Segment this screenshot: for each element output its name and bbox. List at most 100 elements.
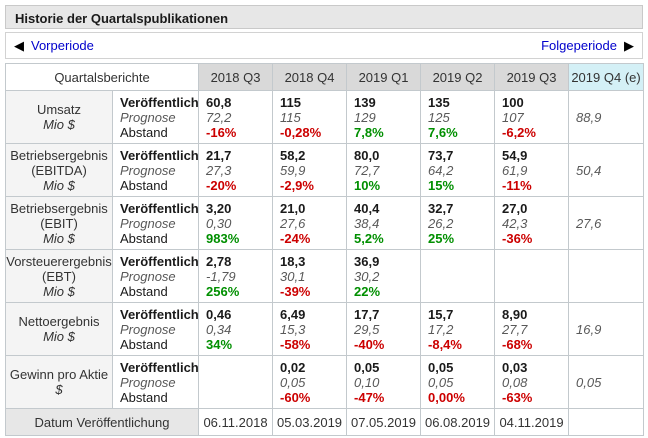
published-value: 2,78 <box>206 253 232 269</box>
value-cell: 139 129 7,8% <box>346 90 422 144</box>
quarterly-table: Quartalsberichte 2018 Q3 2018 Q4 2019 Q1 201… <box>4 63 645 436</box>
forecast-value: 30,2 <box>354 268 380 284</box>
prev-period-label: Vorperiode <box>31 38 94 53</box>
forecast-value: 27,7 <box>502 321 528 337</box>
metric-label-cell: Vorsteuerergebnis (EBT) Mio $ <box>5 249 113 303</box>
prev-period-link[interactable]: ◀ Vorperiode <box>14 38 94 53</box>
gap-row-label: Abstand <box>120 124 168 140</box>
metric-label-cell: Betriebsergebnis (EBIT) Mio $ <box>5 196 113 250</box>
published-value: 100 <box>502 94 524 110</box>
published-value <box>495 254 568 269</box>
forecast-value: 27,6 <box>280 215 306 231</box>
published-value <box>569 307 643 322</box>
publication-date: 05.03.2019 <box>272 408 348 436</box>
value-cell: 15,7 17,2 -8,4% <box>420 302 496 356</box>
value-cell: 2,78 -1,79 256% <box>198 249 274 303</box>
published-value <box>569 95 643 110</box>
gap-value: 25% <box>428 230 455 246</box>
forecast-value: 50,4 <box>576 162 602 178</box>
value-cell: 73,7 64,2 15% <box>420 143 496 197</box>
publication-date: 04.11.2019 <box>494 408 570 436</box>
gap-row-label: Abstand <box>120 336 168 352</box>
gap-value: 983% <box>206 230 240 246</box>
gap-value: 5,2% <box>354 230 384 246</box>
metric-unit: Mio $ <box>43 283 75 299</box>
value-cell: 36,9 30,2 22% <box>346 249 422 303</box>
arrow-left-icon: ◀ <box>14 38 24 53</box>
forecast-value: 0,05 <box>576 374 602 390</box>
published-row-label: Veröffentlicht <box>120 359 199 375</box>
forecast-value: 38,4 <box>354 215 380 231</box>
sublabel-cell: Veröffentlicht Prognose Abstand <box>111 143 200 197</box>
gap-value: 7,8% <box>354 124 384 140</box>
gap-value: -36% <box>502 230 533 246</box>
publication-date: 06.11.2018 <box>198 408 274 436</box>
published-value: 58,2 <box>280 147 306 163</box>
published-value: 36,9 <box>354 253 380 269</box>
publication-date <box>568 408 645 436</box>
corner-header: Quartalsberichte <box>4 63 200 91</box>
value-cell: 88,9 <box>568 90 645 144</box>
sublabel-cell: Veröffentlicht Prognose Abstand <box>111 355 200 409</box>
period-nav: ◀ Vorperiode Folgeperiode ▶ <box>5 32 643 59</box>
gap-value <box>569 390 643 405</box>
published-value: 8,90 <box>502 306 528 322</box>
metric-row: Betriebsergebnis (EBITDA) Mio $ Veröffentl… <box>5 143 645 197</box>
sublabel-cell: Veröffentlicht Prognose Abstand <box>111 196 200 250</box>
published-value: 0,02 <box>280 359 306 375</box>
metric-name: Umsatz <box>36 102 82 117</box>
forecast-value: 30,1 <box>280 268 306 284</box>
column-header-3: 2019 Q1 <box>346 63 422 91</box>
value-cell: 16,9 <box>568 302 645 356</box>
value-cell: 6,49 15,3 -58% <box>272 302 348 356</box>
table-header-row: Quartalsberichte 2018 Q3 2018 Q4 2019 Q1 201… <box>4 63 645 91</box>
published-value: 17,7 <box>354 306 380 322</box>
published-value: 135 <box>428 94 450 110</box>
sublabel-cell: Veröffentlicht Prognose Abstand <box>111 249 200 303</box>
forecast-value <box>495 269 568 284</box>
value-cell: 32,7 26,2 25% <box>420 196 496 250</box>
gap-row-label: Abstand <box>120 283 168 299</box>
gap-value <box>421 284 494 299</box>
published-value: 139 <box>354 94 376 110</box>
value-cell: 0,03 0,08 -63% <box>494 355 570 409</box>
gap-value: 10% <box>354 177 381 193</box>
published-value: 6,49 <box>280 306 306 322</box>
metric-label-cell: Nettoergebnis Mio $ <box>5 302 113 356</box>
forecast-row-label: Prognose <box>120 215 176 231</box>
metric-label-cell: Umsatz Mio $ <box>5 90 113 144</box>
column-header-6: 2019 Q4 (e) <box>568 63 645 91</box>
sublabel-cell: Veröffentlicht Prognose Abstand <box>111 302 200 356</box>
published-row-label: Veröffentlicht <box>120 94 199 110</box>
published-value: 73,7 <box>428 147 454 163</box>
published-value <box>199 360 272 375</box>
value-cell: 27,6 <box>568 196 645 250</box>
gap-row-label: Abstand <box>120 230 168 246</box>
next-period-link[interactable]: Folgeperiode ▶ <box>541 38 634 53</box>
published-value <box>569 360 643 375</box>
gap-value: -58% <box>280 336 311 352</box>
forecast-value: 59,9 <box>280 162 306 178</box>
publication-date-label: Datum Veröffentlichung <box>4 408 200 436</box>
arrow-right-icon: ▶ <box>624 38 634 53</box>
forecast-value: 64,2 <box>428 162 454 178</box>
forecast-row-label: Prognose <box>120 109 176 125</box>
metric-name: Vorsteuerergebnis (EBT) <box>6 253 112 284</box>
value-cell: 58,2 59,9 -2,9% <box>272 143 348 197</box>
value-cell: 0,05 <box>568 355 645 409</box>
forecast-value: 29,5 <box>354 321 380 337</box>
metric-row: Vorsteuerergebnis (EBT) Mio $ Veröffentlic… <box>5 249 645 303</box>
value-cell: 17,7 29,5 -40% <box>346 302 422 356</box>
forecast-row-label: Prognose <box>120 374 176 390</box>
forecast-row-label: Prognose <box>120 321 176 337</box>
gap-value: 0,00% <box>428 389 465 405</box>
published-value: 0,05 <box>428 359 454 375</box>
metric-label-cell: Gewinn pro Aktie $ <box>5 355 113 409</box>
gap-value: 256% <box>206 283 240 299</box>
gap-value <box>199 390 272 405</box>
metric-row: Umsatz Mio $ Veröffentlicht Prognose Abstand… <box>5 90 645 144</box>
gap-value: 15% <box>428 177 455 193</box>
next-period-label: Folgeperiode <box>541 38 617 53</box>
publication-date-row: Datum Veröffentlichung 06.11.2018 05.03.20… <box>4 408 645 436</box>
